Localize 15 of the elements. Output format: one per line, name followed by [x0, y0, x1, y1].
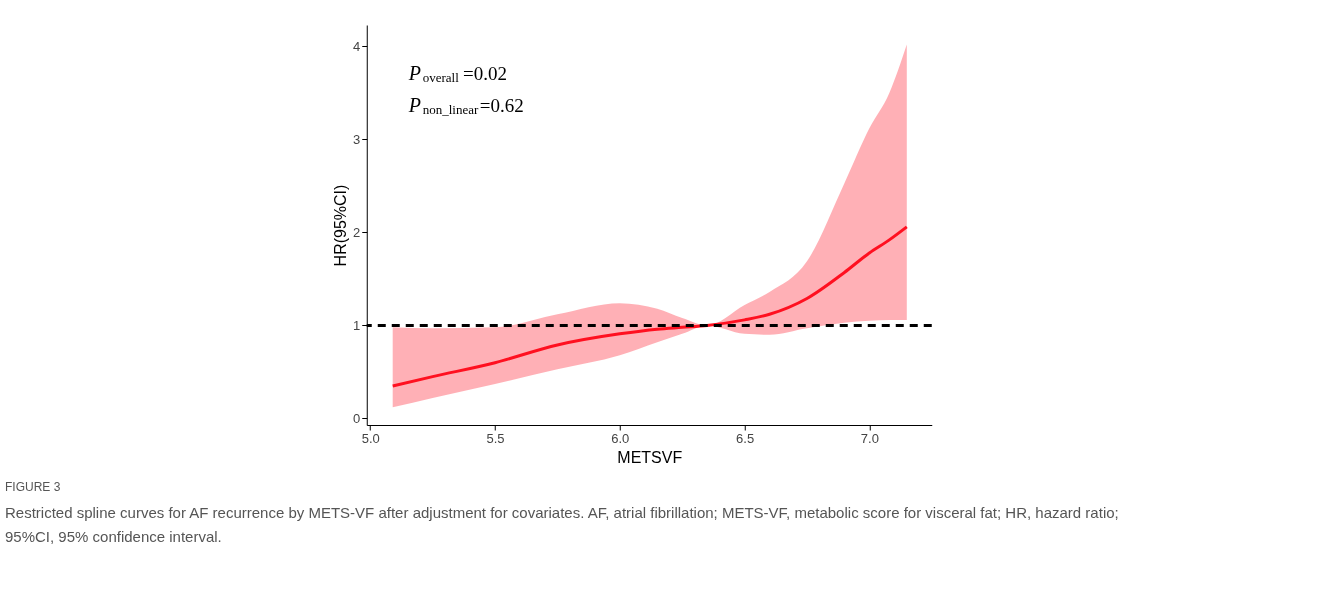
y-tick-label: 1 [353, 317, 361, 333]
caption: FIGURE 3 [5, 480, 61, 494]
y-tick-label: 0 [353, 410, 361, 426]
x-tick-label: 5.0 [361, 430, 380, 446]
y-axis-title: HR(95%CI) [332, 184, 350, 267]
x-tick-label: 7.0 [860, 430, 879, 446]
x-tick-label: 6.5 [736, 430, 755, 446]
x-tick-label: 6.0 [611, 430, 630, 446]
line-series [391, 225, 909, 388]
x-tick-label: 5.5 [486, 430, 505, 446]
y-tick-label: 2 [353, 224, 361, 240]
y-tick-label: 4 [353, 38, 361, 54]
text: Restricted spline curves for AF recurrence by METS-VF after adjustment for covariates. AF, atrial fibrillation; METS-VF, metabolic score for visceral fat; HR, hazard ratio; 95%CI, 95% confidence interval. [5, 504, 1119, 545]
x-axis-title: METSVF [617, 448, 683, 466]
y-tick-label: 3 [353, 131, 361, 147]
